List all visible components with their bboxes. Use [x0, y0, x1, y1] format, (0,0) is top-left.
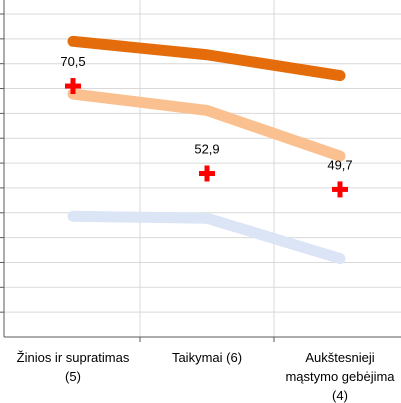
data-point-marker: [70, 78, 76, 95]
x-tick-label: Taikymai (6): [172, 350, 242, 365]
data-label: 49,7: [327, 157, 352, 172]
data-point-marker: [204, 165, 210, 182]
series-line-2: [67, 88, 346, 162]
x-tick-label: (4): [332, 388, 348, 403]
series-line-4: [67, 210, 346, 264]
x-tick-label: Žinios ir supratimas: [17, 350, 130, 365]
x-tick-label: mąstymo gebėjima: [285, 369, 395, 384]
x-tick-label: Aukštesnieji: [305, 350, 374, 365]
series-line-1: [67, 35, 346, 82]
data-point-marker: [337, 181, 343, 198]
x-tick-label: (5): [65, 369, 81, 384]
data-label: 70,5: [60, 54, 85, 69]
data-label: 52,9: [194, 142, 219, 157]
